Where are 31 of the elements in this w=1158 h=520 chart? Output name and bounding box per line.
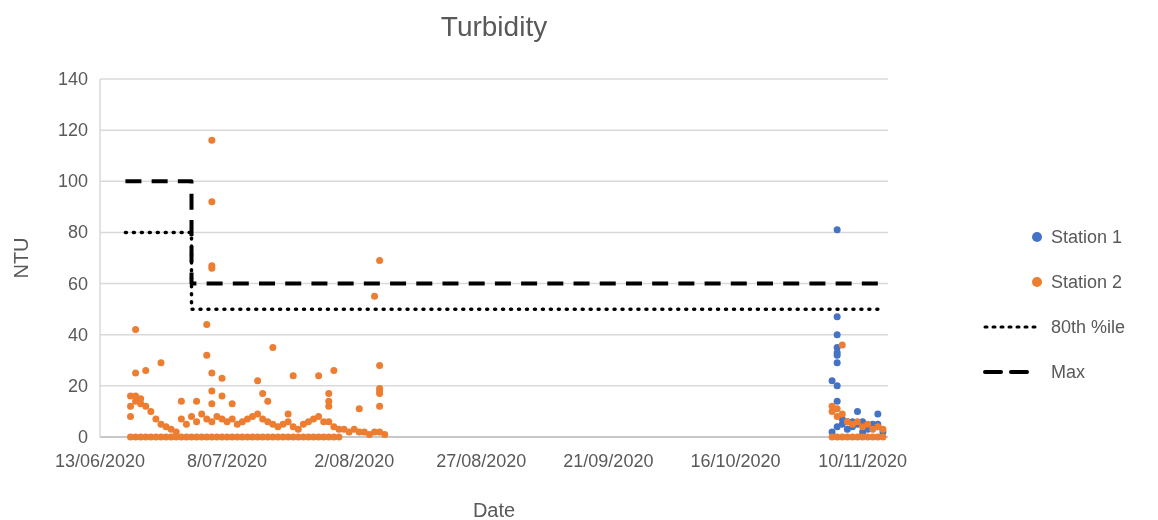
point xyxy=(833,331,841,339)
point xyxy=(874,410,882,418)
point xyxy=(833,397,841,405)
y-tick-label: 140 xyxy=(57,69,88,89)
x-tick-label: 8/07/2020 xyxy=(187,451,268,471)
legend-label: Station 2 xyxy=(1051,272,1123,292)
x-tick-label: 16/10/2020 xyxy=(690,451,781,471)
point xyxy=(833,226,841,234)
x-tick-label: 10/11/2020 xyxy=(818,451,907,471)
y-tick-label: 20 xyxy=(67,375,88,396)
y-tick-label: 60 xyxy=(67,273,88,294)
y-tick-label: 120 xyxy=(57,120,88,141)
y-tick-label: 100 xyxy=(57,171,88,192)
y-tick-label: 40 xyxy=(67,324,88,345)
point xyxy=(833,382,841,390)
point xyxy=(854,407,861,415)
chart-title: Turbidity xyxy=(440,11,548,42)
y-axis-title: NTU xyxy=(10,237,32,279)
point xyxy=(828,377,836,385)
x-tick-label: 21/09/2020 xyxy=(563,451,654,471)
point xyxy=(833,313,841,321)
y-tick-label: 80 xyxy=(67,222,88,243)
x-axis-title: Date xyxy=(472,499,516,520)
legend-label: Station 1 xyxy=(1051,227,1123,247)
legend-label: Max xyxy=(1051,362,1086,382)
legend-label: 80th %ile xyxy=(1051,317,1126,337)
x-tick-label: 2/08/2020 xyxy=(314,451,395,471)
x-tick-label: 13/06/2020 xyxy=(54,451,146,471)
y-tick-label: 0 xyxy=(77,427,88,447)
x-tick-label: 27/08/2020 xyxy=(436,451,527,471)
point xyxy=(833,359,841,367)
